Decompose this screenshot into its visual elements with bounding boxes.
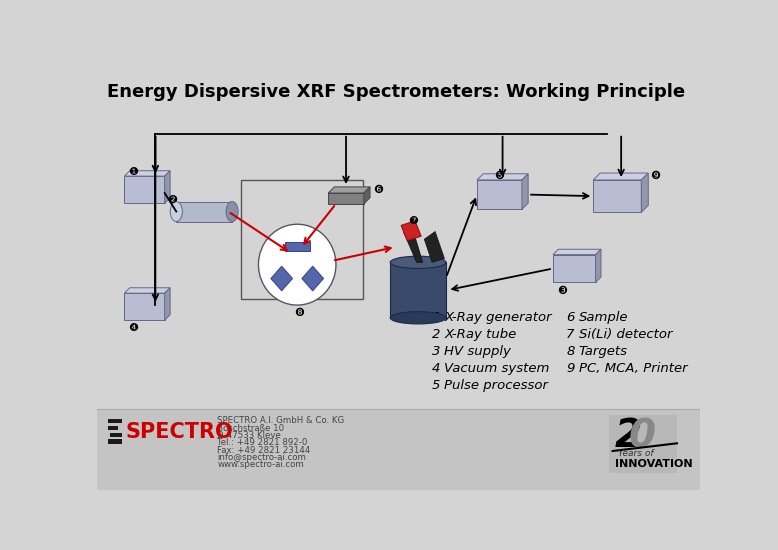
Polygon shape bbox=[328, 187, 370, 193]
Text: Boschstraße 10: Boschstraße 10 bbox=[217, 424, 285, 433]
Text: INNOVATION: INNOVATION bbox=[615, 459, 692, 469]
Polygon shape bbox=[594, 180, 641, 212]
Text: 2: 2 bbox=[615, 417, 642, 455]
Polygon shape bbox=[108, 439, 122, 444]
Text: 7: 7 bbox=[566, 328, 574, 341]
Text: ❸: ❸ bbox=[557, 285, 567, 295]
Polygon shape bbox=[401, 221, 421, 241]
Text: 4: 4 bbox=[432, 362, 440, 375]
Text: 9: 9 bbox=[566, 362, 574, 375]
Ellipse shape bbox=[226, 201, 238, 222]
Polygon shape bbox=[424, 232, 444, 262]
Text: SPECTRO A.I. GmbH & Co. KG: SPECTRO A.I. GmbH & Co. KG bbox=[217, 416, 345, 425]
Text: Targets: Targets bbox=[579, 345, 628, 358]
Text: Fax: +49 2821 23144: Fax: +49 2821 23144 bbox=[217, 446, 310, 455]
Text: ❷: ❷ bbox=[167, 195, 177, 205]
Text: ❺: ❺ bbox=[495, 170, 504, 181]
Ellipse shape bbox=[391, 256, 446, 268]
Text: 0: 0 bbox=[628, 417, 655, 455]
Text: Energy Dispersive XRF Spectrometers: Working Principle: Energy Dispersive XRF Spectrometers: Wor… bbox=[107, 83, 685, 101]
Text: ❾: ❾ bbox=[650, 170, 661, 181]
Polygon shape bbox=[302, 266, 324, 291]
Ellipse shape bbox=[391, 312, 446, 324]
Text: X-Ray tube: X-Ray tube bbox=[444, 328, 517, 341]
Polygon shape bbox=[285, 241, 310, 251]
Polygon shape bbox=[328, 193, 364, 204]
Polygon shape bbox=[271, 266, 293, 291]
Polygon shape bbox=[97, 409, 700, 490]
Ellipse shape bbox=[170, 201, 182, 222]
Polygon shape bbox=[177, 201, 232, 222]
Text: HV supply: HV supply bbox=[444, 345, 511, 358]
Text: ❹: ❹ bbox=[128, 323, 138, 333]
Polygon shape bbox=[553, 255, 596, 282]
Text: ❼: ❼ bbox=[408, 216, 419, 226]
Text: Pulse processor: Pulse processor bbox=[444, 378, 548, 392]
Text: D-47533 Kleve: D-47533 Kleve bbox=[217, 431, 282, 440]
Text: Tel.: +49 2821 892-0: Tel.: +49 2821 892-0 bbox=[217, 438, 308, 447]
Text: 8: 8 bbox=[566, 345, 574, 358]
Text: Years of: Years of bbox=[618, 449, 654, 459]
Polygon shape bbox=[165, 288, 170, 320]
Polygon shape bbox=[124, 176, 165, 203]
Text: 5: 5 bbox=[432, 378, 440, 392]
Polygon shape bbox=[108, 426, 117, 430]
Polygon shape bbox=[124, 288, 170, 293]
Polygon shape bbox=[596, 249, 601, 282]
Polygon shape bbox=[594, 173, 648, 180]
Text: 3: 3 bbox=[432, 345, 440, 358]
Polygon shape bbox=[165, 170, 170, 203]
Text: ❻: ❻ bbox=[373, 185, 383, 195]
Text: ❽: ❽ bbox=[295, 308, 304, 318]
Polygon shape bbox=[124, 293, 165, 320]
Polygon shape bbox=[477, 174, 528, 180]
Polygon shape bbox=[477, 180, 522, 209]
Text: Sample: Sample bbox=[579, 311, 628, 324]
Polygon shape bbox=[124, 170, 170, 176]
Text: X-Ray generator: X-Ray generator bbox=[444, 311, 552, 324]
Text: 1: 1 bbox=[432, 311, 440, 324]
Text: PC, MCA, Printer: PC, MCA, Printer bbox=[579, 362, 687, 375]
Ellipse shape bbox=[258, 224, 336, 305]
Text: Vacuum system: Vacuum system bbox=[444, 362, 550, 375]
Text: SPECTRO: SPECTRO bbox=[125, 422, 233, 442]
Text: www.spectro-ai.com: www.spectro-ai.com bbox=[217, 460, 304, 469]
Text: ❶: ❶ bbox=[128, 167, 138, 177]
Text: info@spectro-ai.com: info@spectro-ai.com bbox=[217, 453, 307, 462]
Polygon shape bbox=[108, 419, 122, 424]
Text: 6: 6 bbox=[566, 311, 574, 324]
Polygon shape bbox=[553, 249, 601, 255]
Polygon shape bbox=[364, 187, 370, 204]
Polygon shape bbox=[641, 173, 648, 212]
Polygon shape bbox=[110, 432, 122, 437]
Polygon shape bbox=[391, 262, 446, 318]
Text: 2: 2 bbox=[432, 328, 440, 341]
Polygon shape bbox=[403, 232, 422, 262]
Polygon shape bbox=[522, 174, 528, 209]
Polygon shape bbox=[608, 415, 677, 472]
Text: Si(Li) detector: Si(Li) detector bbox=[579, 328, 672, 341]
